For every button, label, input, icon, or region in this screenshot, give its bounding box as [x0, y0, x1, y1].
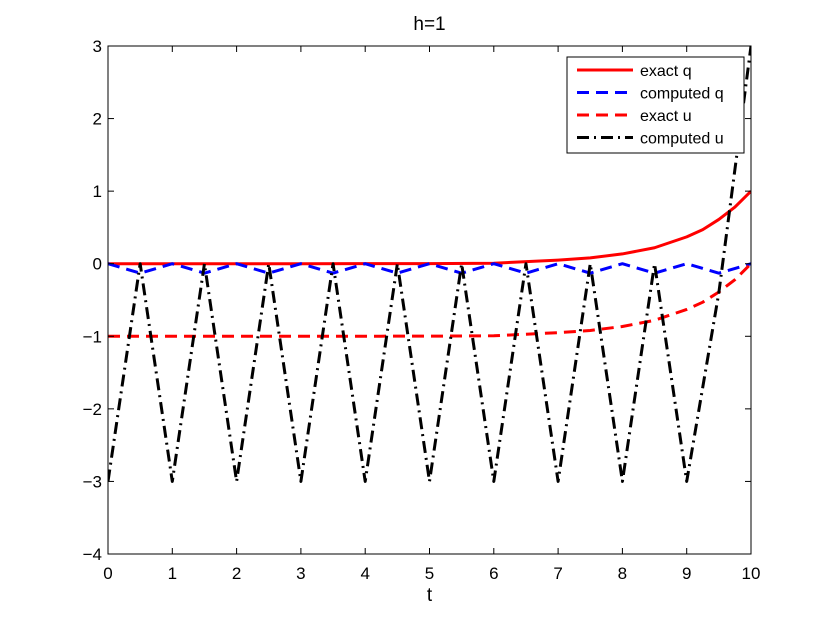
legend-label: computed q — [640, 86, 724, 103]
y-tick-label: −2 — [83, 400, 102, 419]
series-line-2 — [108, 262, 751, 275]
x-tick-label: 9 — [682, 564, 691, 583]
series-layer — [108, 46, 751, 483]
x-tick-label: 8 — [618, 564, 627, 583]
x-tick-label: 3 — [296, 564, 305, 583]
chart-title: h=1 — [413, 14, 445, 35]
x-tick-label: 10 — [742, 564, 761, 583]
x-tick-label: 4 — [360, 564, 369, 583]
x-tick-label: 0 — [103, 564, 112, 583]
y-tick-label: −4 — [83, 545, 102, 564]
x-axis-label: t — [427, 585, 433, 606]
legend: exact q computed q exact u computed u — [566, 56, 745, 154]
legend-label: exact q — [640, 63, 692, 80]
y-tick-label: 2 — [93, 110, 102, 129]
y-tick-label: −1 — [83, 327, 102, 346]
series-line-3 — [108, 262, 751, 338]
series-line-1 — [108, 190, 751, 266]
y-tick-label: 0 — [93, 255, 102, 274]
legend-label: computed u — [640, 131, 724, 148]
y-tick-label: −3 — [83, 472, 102, 491]
legend-label: exact u — [640, 108, 692, 125]
x-tick-label: 7 — [553, 564, 562, 583]
x-tick-label: 2 — [232, 564, 241, 583]
y-tick-label: 3 — [93, 37, 102, 56]
y-axis-ticks: −4 −3 −2 −1 0 1 2 3 — [83, 37, 751, 564]
x-tick-label: 5 — [425, 564, 434, 583]
legend-box — [566, 56, 745, 154]
y-tick-label: 1 — [93, 182, 102, 201]
x-tick-label: 1 — [168, 564, 177, 583]
x-tick-label: 6 — [489, 564, 498, 583]
x-axis-ticks: 0 1 2 3 4 5 6 7 8 9 10 — [103, 46, 760, 583]
